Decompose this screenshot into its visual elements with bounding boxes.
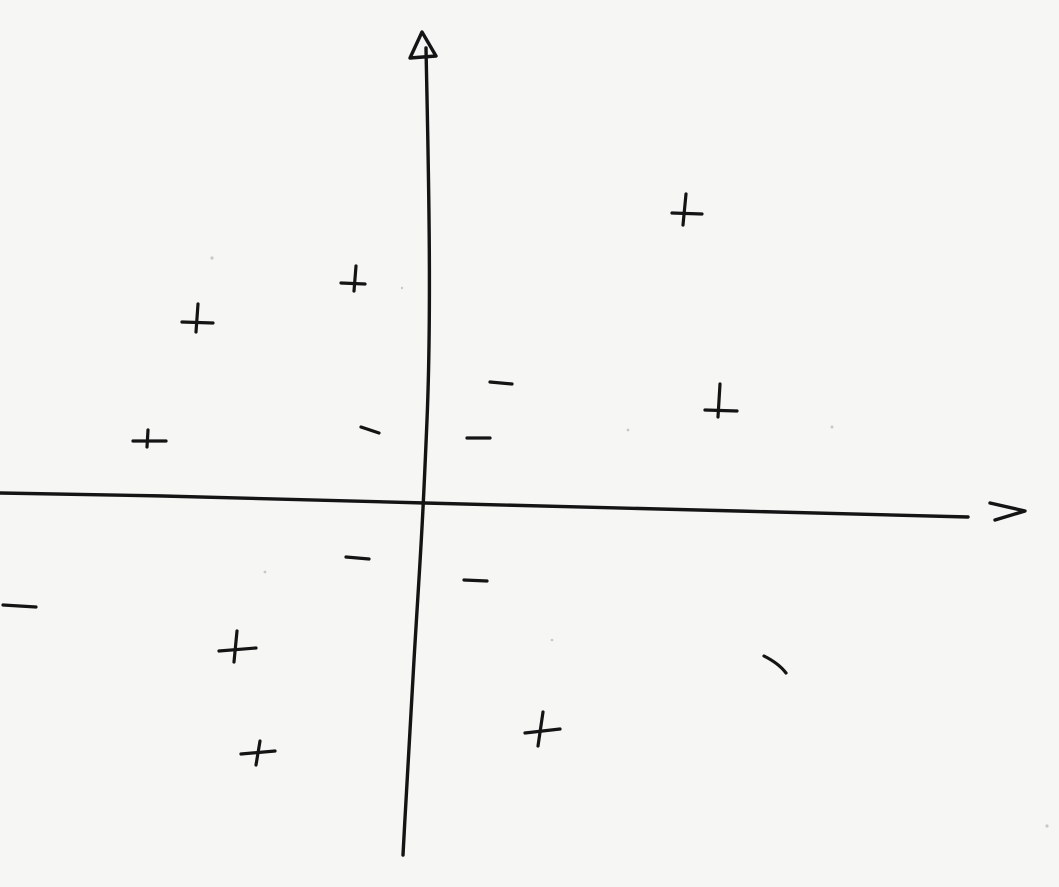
paper-texture (210, 256, 1049, 828)
plus-mark (703, 382, 739, 419)
plus-mark (217, 629, 258, 664)
minus-mark (762, 654, 788, 675)
plus-mark (670, 192, 704, 227)
up-arrow-icon (408, 30, 438, 60)
horizontal-axis (0, 491, 1027, 522)
minus-mark (359, 425, 381, 435)
minus-mark (344, 555, 371, 561)
plus-mark (523, 710, 562, 748)
plus-mark (339, 264, 367, 293)
right-arrow-icon (988, 501, 1027, 522)
plus-mark (180, 302, 215, 334)
horizontal-axis-line (0, 491, 970, 519)
minus-mark (488, 380, 514, 386)
vertical-axis (401, 30, 438, 857)
minus-mark (1, 603, 38, 609)
minus-mark (462, 578, 489, 583)
data-points (1, 192, 788, 767)
vertical-axis-line (401, 46, 432, 857)
plus-mark (239, 739, 277, 767)
plus-mark (131, 428, 168, 449)
